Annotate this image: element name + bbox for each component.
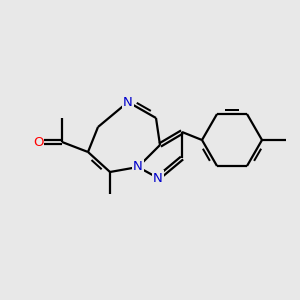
Text: N: N bbox=[123, 95, 133, 109]
Text: O: O bbox=[33, 136, 43, 148]
Text: N: N bbox=[153, 172, 163, 184]
Text: N: N bbox=[133, 160, 143, 173]
